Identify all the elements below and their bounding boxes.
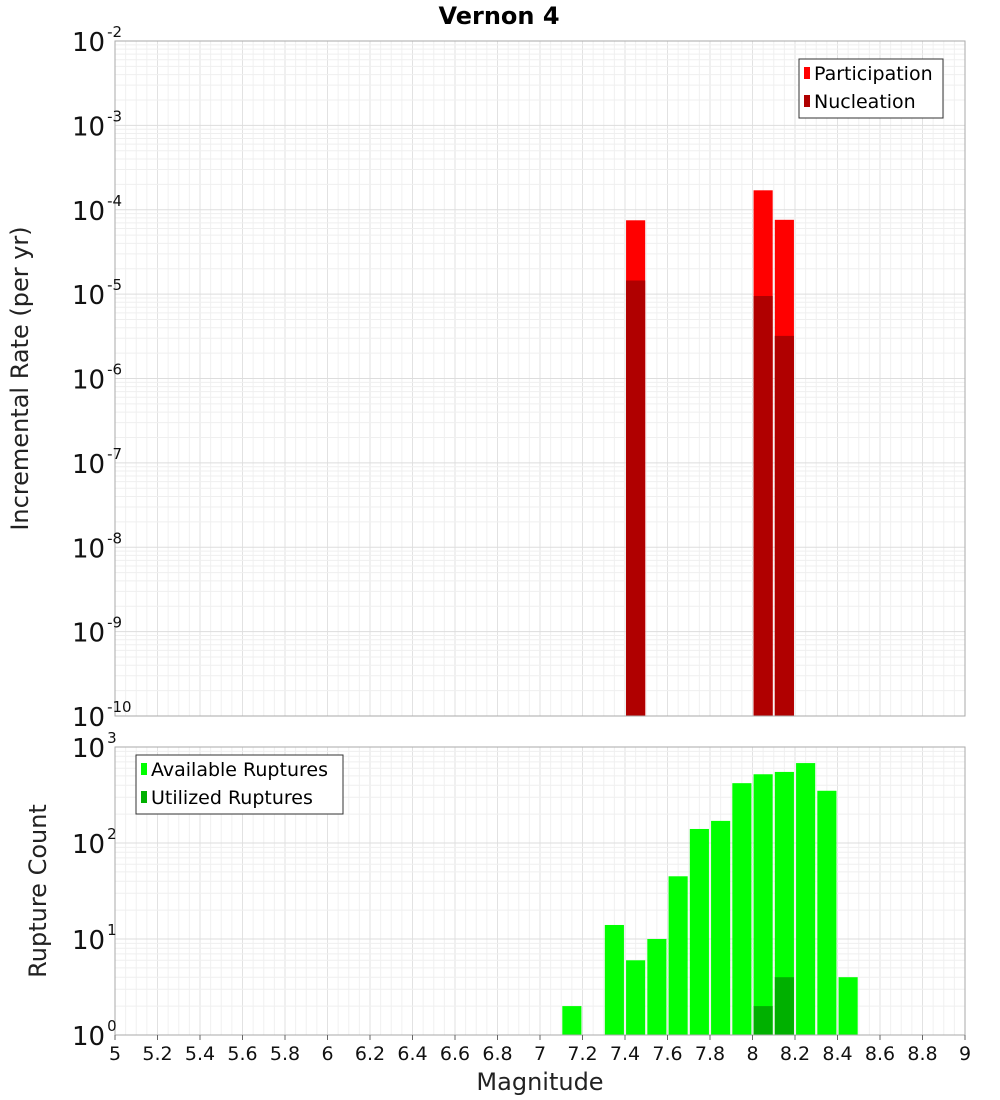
legend-label: Nucleation [814,91,916,113]
y-tick-label: 10 -4 [72,192,122,227]
y-tick-exponent: -9 [107,614,122,632]
y-tick-label: 10 -10 [72,698,132,733]
bar-nucleation [626,280,646,716]
y-tick-exponent: 2 [107,825,117,843]
y-tick-label: 10 3 [72,729,117,764]
bar-available-ruptures [838,977,858,1035]
y-tick-exponent: -8 [107,529,122,547]
y-tick-exponent: -10 [107,698,132,716]
x-tick-label: 7.2 [567,1043,597,1065]
legend-label: Available Ruptures [151,759,328,781]
chart-title: Vernon 4 [438,2,559,30]
x-tick-label: 6.6 [440,1043,470,1065]
x-tick-label: 6.4 [397,1043,427,1065]
bar-available-ruptures [732,783,752,1035]
x-tick-label: 7 [534,1043,546,1065]
x-tick-label: 5.6 [227,1043,257,1065]
bar-nucleation [753,296,773,716]
y-axis-label: Incremental Rate (per yr) [6,226,34,530]
legend-swatch [804,95,810,107]
y-tick-exponent: -4 [107,192,122,210]
y-tick-exponent: -6 [107,361,122,379]
bar-available-ruptures [626,960,646,1035]
plot-frame [114,40,966,717]
x-tick-label: 7.6 [652,1043,682,1065]
x-tick-label: 7.4 [610,1043,640,1065]
bar-available-ruptures [604,924,624,1035]
x-tick-label: 7.8 [695,1043,725,1065]
x-tick-label: 6 [321,1043,333,1065]
bar-nucleation [774,335,794,716]
bar-available-ruptures [647,939,667,1035]
bar-available-ruptures [689,828,709,1035]
y-tick-exponent: -7 [107,445,122,463]
y-axis-label: Rupture Count [24,804,52,978]
x-tick-label: 5.4 [185,1043,215,1065]
x-tick-label: 8 [746,1043,758,1065]
bar-available-ruptures [753,774,773,1035]
x-tick-label: 5.2 [142,1043,172,1065]
bar-available-ruptures [668,876,688,1035]
y-tick-label: 10 -2 [72,23,122,58]
bar-available-ruptures [774,771,794,1035]
bar-utilized-ruptures [774,977,794,1035]
bar-utilized-ruptures [753,1006,773,1035]
y-tick-exponent: 3 [107,729,117,747]
legend-swatch [141,791,147,803]
y-tick-exponent: -3 [107,107,122,125]
x-tick-label: 8.8 [907,1043,937,1065]
bar-available-ruptures [796,763,816,1035]
x-tick-label: 8.2 [780,1043,810,1065]
y-tick-exponent: -5 [107,276,122,294]
x-tick-label: 9 [959,1043,971,1065]
bar-available-ruptures [711,820,731,1035]
x-tick-label: 6.8 [482,1043,512,1065]
bar-available-ruptures [562,1006,582,1035]
y-tick-label: 10 1 [72,921,117,956]
x-tick-label: 6.2 [355,1043,385,1065]
legend-label: Participation [814,63,933,85]
legend-swatch [804,67,810,79]
legend-box [798,58,944,119]
y-tick-exponent: 0 [107,1017,117,1035]
y-tick-exponent: 1 [107,921,117,939]
y-tick-label: 10 2 [72,825,117,860]
x-tick-label: 5.8 [270,1043,300,1065]
x-tick-label: 8.6 [865,1043,895,1065]
x-axis-label: Magnitude [476,1068,603,1096]
legend-box [135,754,344,815]
legend-label: Utilized Ruptures [151,787,313,809]
x-tick-label: 5 [109,1043,121,1065]
legend-swatch [141,763,147,775]
x-tick-label: 8.4 [822,1043,852,1065]
bar-available-ruptures [817,790,837,1035]
y-tick-exponent: -2 [107,23,122,41]
